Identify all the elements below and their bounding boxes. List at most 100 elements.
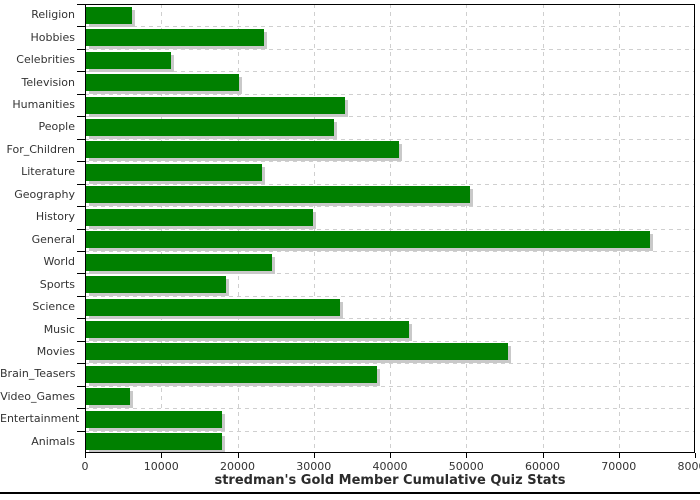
y-axis-tick xyxy=(77,408,85,410)
bar-general xyxy=(86,231,651,249)
x-axis-tick xyxy=(466,453,468,458)
y-axis-tick xyxy=(77,228,85,230)
horizontal-gridline xyxy=(85,273,695,275)
y-axis-label: Literature xyxy=(21,165,75,179)
horizontal-gridline xyxy=(85,408,695,410)
x-axis-tick xyxy=(542,453,544,458)
bar-celebrities xyxy=(86,51,172,69)
x-axis-label: 20000 xyxy=(220,460,255,473)
y-axis-label: General xyxy=(31,232,75,246)
bar-humanities xyxy=(86,96,346,114)
horizontal-gridline xyxy=(85,138,695,140)
y-axis-tick xyxy=(77,295,85,297)
horizontal-gridline xyxy=(85,26,695,28)
y-axis-tick xyxy=(77,4,85,5)
horizontal-gridline xyxy=(85,318,695,320)
y-axis-label: History xyxy=(35,210,75,224)
horizontal-gridline xyxy=(85,93,695,95)
y-axis-label: Brain_Teasers xyxy=(0,367,76,381)
y-axis-label: Television xyxy=(21,75,76,89)
x-axis-label: 30000 xyxy=(296,460,332,473)
horizontal-gridline xyxy=(85,385,695,387)
y-axis-label: Sports xyxy=(39,277,75,291)
y-axis-tick xyxy=(77,138,85,140)
bar-animals xyxy=(86,433,222,451)
y-axis-tick xyxy=(77,340,85,342)
y-axis-tick xyxy=(77,116,85,118)
x-axis-label: 60000 xyxy=(525,460,560,473)
x-axis-label: 70000 xyxy=(601,460,637,473)
x-axis-label: 10000 xyxy=(143,460,179,473)
y-axis-label: People xyxy=(38,120,75,134)
y-axis-label: Hobbies xyxy=(30,30,75,44)
x-axis-label: 40000 xyxy=(372,460,408,473)
horizontal-gridline xyxy=(85,228,695,230)
x-axis-tick xyxy=(390,453,391,458)
horizontal-gridline xyxy=(85,161,695,163)
bar-entertainment xyxy=(86,410,223,428)
y-axis-label: Entertainment xyxy=(0,412,80,426)
y-axis-label: Video_Games xyxy=(0,389,75,403)
bar-for_children xyxy=(86,141,399,159)
y-axis-label: Animals xyxy=(31,434,75,448)
bar-music xyxy=(86,321,409,339)
bar-science xyxy=(86,298,340,316)
y-axis-tick xyxy=(77,71,85,73)
y-axis-tick xyxy=(77,26,85,28)
y-axis-label: World xyxy=(43,255,75,269)
y-axis-tick xyxy=(77,93,85,95)
bar-history xyxy=(86,208,314,226)
bar-world xyxy=(86,253,273,271)
y-axis-tick xyxy=(77,430,85,432)
horizontal-gridline xyxy=(85,250,695,252)
y-axis-tick xyxy=(77,318,85,320)
horizontal-gridline xyxy=(85,295,695,297)
horizontal-gridline xyxy=(85,206,695,208)
y-axis-label: Music xyxy=(43,322,75,336)
y-axis-tick xyxy=(77,363,85,365)
y-axis-label: For_Children xyxy=(6,142,75,156)
y-axis-tick xyxy=(77,206,85,208)
bar-literature xyxy=(86,163,263,181)
x-axis-tick xyxy=(85,453,86,458)
y-axis-label: Religion xyxy=(31,8,75,22)
bar-religion xyxy=(86,6,132,24)
y-axis-label: Celebrities xyxy=(16,53,75,67)
x-axis-tick xyxy=(313,453,315,458)
y-axis-tick xyxy=(77,48,85,50)
bar-geography xyxy=(86,186,471,204)
bar-television xyxy=(86,74,240,92)
x-axis-label: 50000 xyxy=(448,460,484,473)
x-axis-label: 80000 xyxy=(677,460,700,473)
bottom-border-line xyxy=(0,492,700,494)
x-axis-tick xyxy=(161,453,163,458)
y-axis-label: Science xyxy=(32,300,75,314)
bar-sports xyxy=(86,276,226,294)
y-axis-tick xyxy=(77,385,85,387)
x-axis-tick xyxy=(237,453,239,458)
horizontal-gridline xyxy=(85,363,695,365)
y-axis-tick xyxy=(77,250,85,252)
y-axis-label: Geography xyxy=(14,187,75,201)
horizontal-gridline xyxy=(85,71,695,73)
bar-video_games xyxy=(86,388,131,406)
bar-hobbies xyxy=(86,29,265,47)
y-axis-label: Humanities xyxy=(12,98,75,112)
horizontal-gridline xyxy=(85,116,695,118)
horizontal-gridline xyxy=(85,430,695,432)
y-axis-tick xyxy=(77,183,85,185)
y-axis-tick xyxy=(77,161,85,163)
x-axis-tick xyxy=(695,453,696,458)
bar-movies xyxy=(86,343,508,361)
x-axis-label: 0 xyxy=(81,460,89,473)
horizontal-gridline xyxy=(85,48,695,50)
horizontal-gridline xyxy=(85,183,695,185)
bar-brain_teasers xyxy=(86,365,378,383)
horizontal-gridline xyxy=(85,340,695,342)
y-axis-tick xyxy=(77,273,85,275)
x-axis-tick xyxy=(618,453,620,458)
chart-title: stredman's Gold Member Cumulative Quiz S… xyxy=(214,473,566,488)
y-axis-label: Movies xyxy=(36,344,75,358)
bar-people xyxy=(86,118,334,136)
